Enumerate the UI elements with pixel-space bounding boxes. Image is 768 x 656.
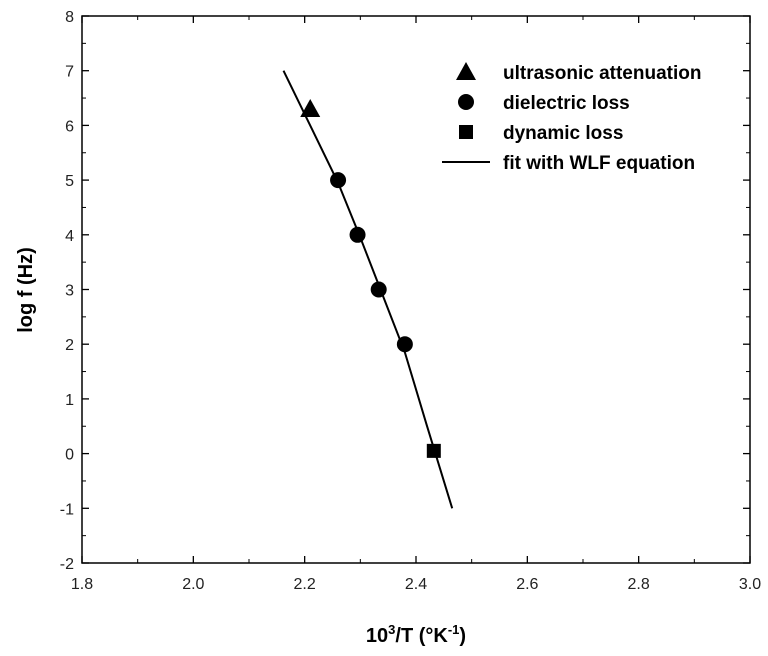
- x-tick-label: 2.8: [628, 576, 650, 593]
- legend-triangle-symbol: [456, 62, 476, 80]
- y-axis-title: log f (Hz): [15, 247, 37, 333]
- legend-label: dynamic loss: [503, 123, 623, 144]
- y-tick-label: 8: [65, 9, 74, 26]
- legend-label: ultrasonic attenuation: [503, 63, 701, 84]
- y-tick-label: 1: [65, 392, 74, 409]
- y-tick-label: 3: [65, 283, 74, 300]
- ticks: [81, 15, 751, 564]
- legend-circle-symbol: [458, 94, 474, 110]
- triangle-data-point: [300, 98, 321, 117]
- legend: ultrasonic attenuation dielectric loss dyn…: [442, 62, 701, 174]
- fit-line-group: [282, 70, 454, 509]
- x-tick-label: 1.8: [71, 576, 93, 593]
- y-tick-label: 0: [65, 447, 74, 464]
- square-data-point: [426, 443, 441, 458]
- x-axis-title: 103/T (°K-1): [366, 622, 466, 647]
- y-tick-label: 5: [65, 173, 74, 190]
- plot-frame: [81, 15, 751, 564]
- circle-data-point: [396, 336, 413, 353]
- legend-label: fit with WLF equation: [503, 153, 695, 174]
- circle-data-point: [349, 226, 366, 243]
- y-tick-label: 6: [65, 118, 74, 135]
- y-tick-label: 2: [65, 337, 74, 354]
- fit-line-wlf: [282, 70, 454, 509]
- legend-label: dielectric loss: [503, 93, 630, 114]
- x-tick-label: 2.4: [405, 576, 427, 593]
- y-tick-label: -2: [60, 556, 74, 573]
- y-tick-label: 4: [65, 228, 74, 245]
- x-tick-label: 2.6: [516, 576, 538, 593]
- x-tick-label: 2.2: [294, 576, 316, 593]
- x-tick-label: 2.0: [182, 576, 204, 593]
- y-tick-label: 7: [65, 64, 74, 81]
- circle-data-point: [330, 172, 347, 189]
- tick-labels: 1.8 2.0 2.2 2.4 2.6 2.8 3.0 -2 -1 0 1 2 3 4 5 6 7 8: [60, 9, 761, 593]
- circle-data-point: [370, 281, 387, 298]
- x-tick-label: 3.0: [739, 576, 761, 593]
- y-tick-label: -1: [60, 501, 74, 518]
- markers: [300, 98, 441, 458]
- legend-square-symbol: [459, 125, 473, 139]
